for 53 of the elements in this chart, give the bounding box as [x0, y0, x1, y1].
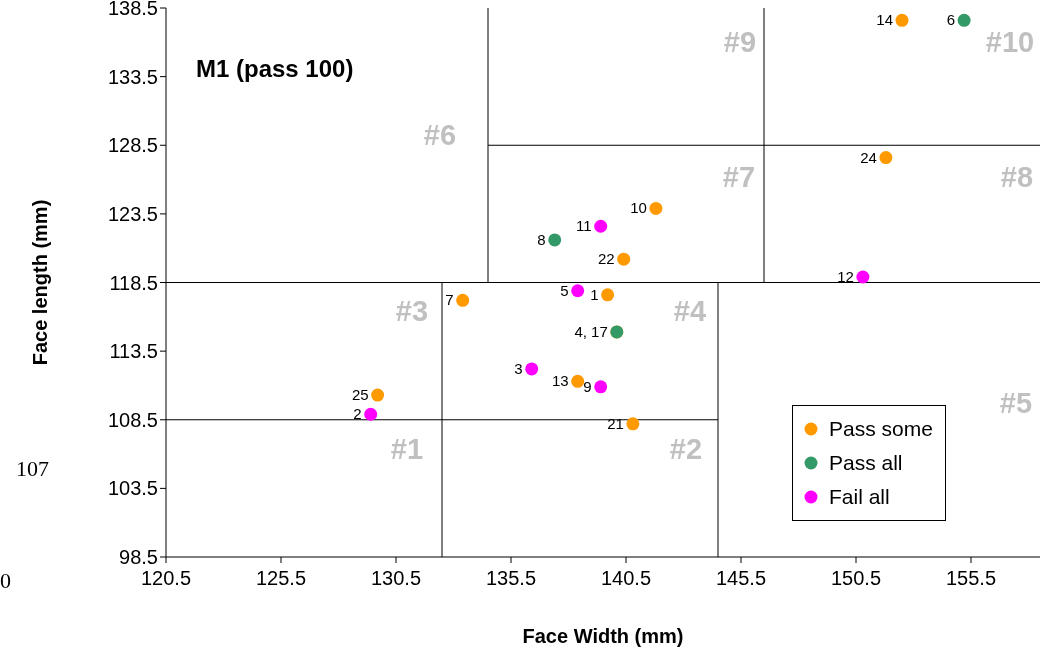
annotation: #2 [669, 432, 703, 466]
legend-label: Pass all [829, 450, 903, 476]
annotation: 1 [590, 285, 599, 303]
annotation: #4 [673, 294, 707, 328]
x-tick-label: 125.5 [255, 567, 307, 590]
y-tick-label: 133.5 [107, 65, 158, 88]
annotation: 25 [351, 386, 369, 404]
y-tick-label: 103.5 [107, 477, 158, 500]
text: 107 [16, 456, 49, 482]
x-tick-label: 120.5 [140, 567, 192, 590]
x-tick-label: 130.5 [370, 567, 422, 590]
annotation: 12 [837, 268, 854, 286]
x-tick-label: 155.5 [945, 567, 997, 590]
annotation: 22 [598, 250, 615, 268]
y-tick-label: 123.5 [107, 202, 158, 225]
annotation: 3 [514, 359, 523, 377]
text: M1 (pass 100) [196, 55, 354, 83]
annotation: 5 [560, 281, 569, 299]
x-tick-label: 145.5 [715, 567, 767, 590]
annotation: 4, 17 [574, 322, 608, 340]
annotation: 14 [876, 11, 893, 29]
text: 0 [0, 568, 11, 594]
annotation: 7 [445, 291, 454, 309]
y-tick-label: 98.5 [119, 546, 158, 569]
y-axis-title: Face length (mm) [29, 199, 52, 366]
annotation: 10 [630, 199, 647, 217]
annotation: #1 [390, 432, 424, 466]
annotation: 9 [583, 377, 592, 395]
annotation: 8 [537, 230, 546, 248]
annotation: #8 [1000, 160, 1034, 194]
y-tick-label: 108.5 [107, 408, 158, 431]
annotation: #6 [423, 118, 457, 152]
annotation: #3 [395, 294, 429, 328]
annotation: 2 [353, 405, 362, 423]
x-axis-title: Face Width (mm) [522, 625, 684, 647]
annotation: #10 [985, 25, 1035, 59]
y-tick-label: 113.5 [109, 340, 158, 363]
x-tick-label: 150.5 [830, 567, 882, 590]
y-tick-label: 138.5 [107, 0, 158, 20]
legend-label: Fail all [829, 484, 890, 510]
y-tick-label: 128.5 [107, 134, 158, 157]
annotation: #7 [722, 160, 756, 194]
x-tick-label: 135.5 [485, 567, 537, 590]
annotation: 24 [860, 148, 877, 166]
annotation: #9 [723, 25, 757, 59]
annotation: 6 [946, 11, 956, 29]
annotation: 21 [607, 414, 624, 432]
x-tick-label: 140.5 [600, 567, 652, 590]
annotation: #5 [999, 386, 1033, 420]
legend-label: Pass some [829, 416, 933, 442]
annotation: 11 [576, 217, 592, 235]
y-tick-label: 118.5 [109, 271, 158, 294]
annotation: 13 [552, 372, 569, 390]
